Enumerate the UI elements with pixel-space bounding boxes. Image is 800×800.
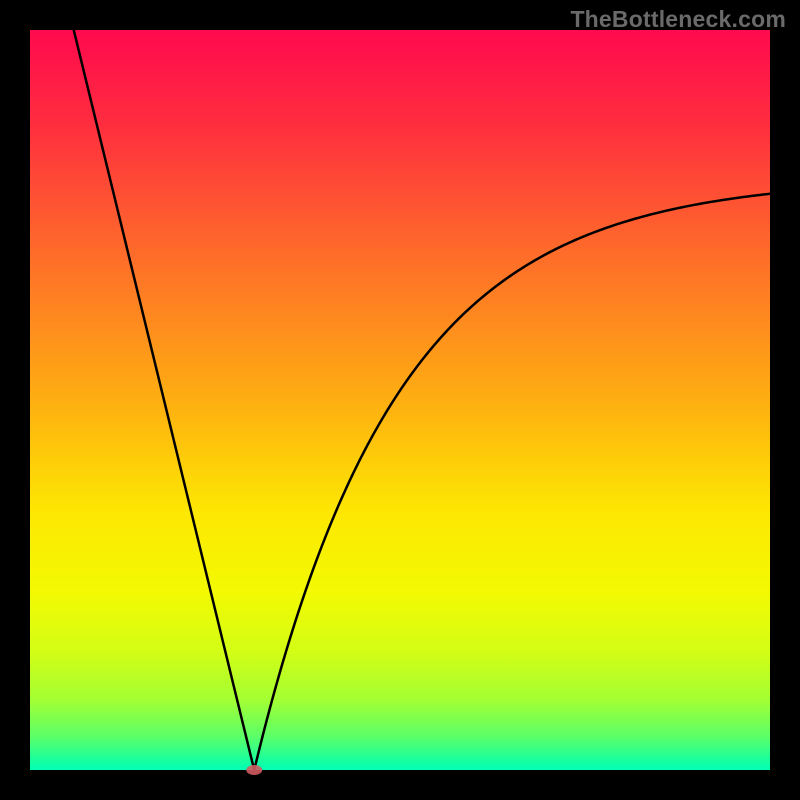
watermark-label: TheBottleneck.com	[570, 6, 786, 33]
chart-container: TheBottleneck.com	[0, 0, 800, 800]
plot-area	[30, 30, 770, 770]
bottleneck-chart	[0, 0, 800, 800]
optimum-marker	[246, 765, 262, 775]
